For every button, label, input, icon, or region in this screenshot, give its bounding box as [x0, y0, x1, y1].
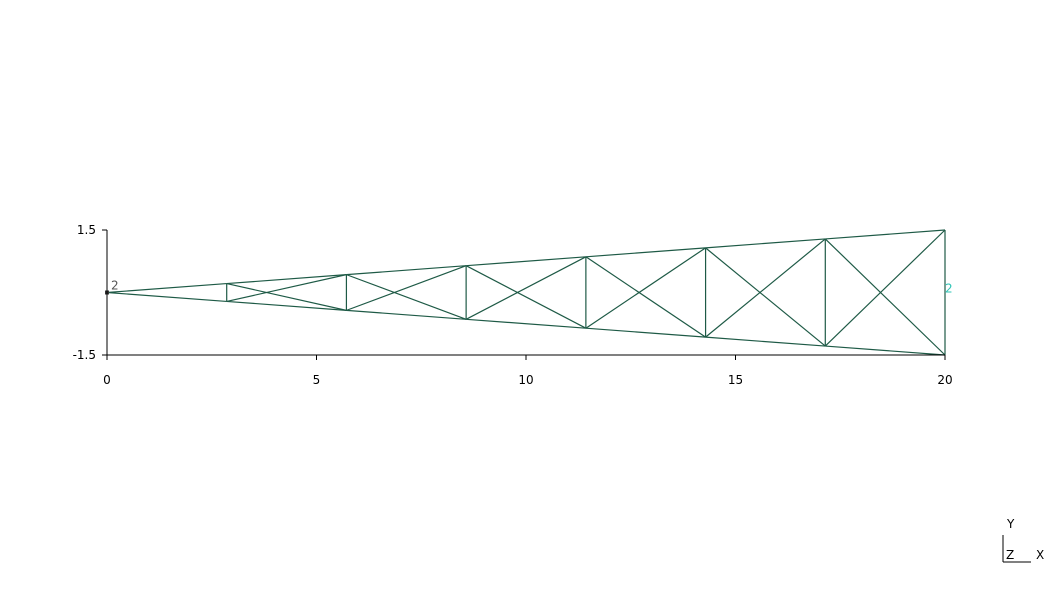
- triad-y-label: Y: [1006, 517, 1015, 531]
- truss-member: [825, 345, 946, 356]
- axis-triad: Y Z X: [1002, 517, 1044, 563]
- truss-member: [226, 300, 347, 311]
- truss-member: [705, 247, 826, 347]
- truss-member: [466, 256, 586, 267]
- y-ticks: 1.5 -1.5: [73, 223, 107, 362]
- truss-member: [346, 274, 467, 320]
- triad-z-label: Z: [1006, 548, 1014, 562]
- axes: 0 5 10 15 20 1.5 -1.5: [73, 223, 953, 387]
- truss-member: [824, 238, 946, 356]
- truss-member: [465, 265, 587, 329]
- truss-member: [465, 256, 587, 320]
- truss-member: [585, 247, 706, 329]
- truss-member: [106, 282, 227, 294]
- truss-member: [705, 238, 826, 338]
- truss-member: [825, 229, 946, 240]
- triad-x-label: X: [1036, 548, 1044, 562]
- truss-member: [346, 265, 467, 311]
- truss-member: [585, 247, 706, 258]
- truss-member: [705, 238, 826, 249]
- truss-member: [585, 256, 706, 338]
- x-tick-label: 0: [103, 373, 111, 387]
- truss-member: [346, 265, 467, 276]
- x-tick-label: 5: [313, 373, 321, 387]
- x-tick-label: 15: [728, 373, 743, 387]
- truss-member: [585, 327, 706, 338]
- x-ticks: 0 5 10 15 20: [103, 355, 953, 387]
- truss-member: [226, 282, 347, 311]
- truss-member: [705, 336, 826, 347]
- point-label: 2: [111, 279, 119, 293]
- truss-member: [824, 229, 946, 347]
- truss-member: [346, 309, 467, 320]
- truss-members: [106, 229, 946, 356]
- point-label: 2: [945, 282, 953, 296]
- truss-member: [226, 274, 347, 285]
- truss-member: [466, 318, 586, 329]
- x-tick-label: 10: [518, 373, 533, 387]
- y-tick-label: -1.5: [73, 348, 96, 362]
- truss-member: [226, 274, 347, 303]
- x-tick-label: 20: [937, 373, 952, 387]
- y-tick-label: 1.5: [77, 223, 96, 237]
- truss-member: [106, 291, 227, 303]
